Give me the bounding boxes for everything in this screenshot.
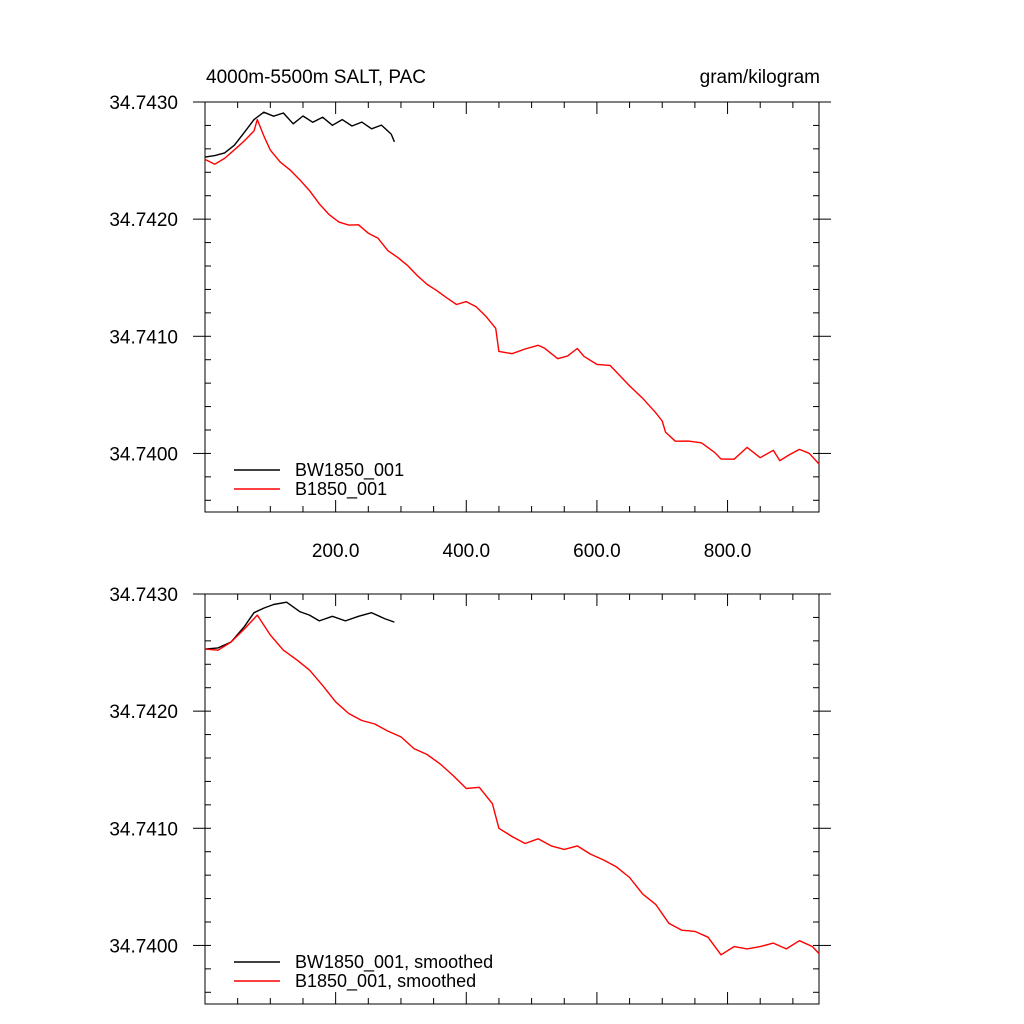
y-tick-label: 34.7400 bbox=[109, 936, 178, 957]
x-tick-label: 400.0 bbox=[443, 541, 491, 562]
legend-label: BW1850_001, smoothed bbox=[295, 952, 493, 973]
panel-bottom: 34.7400 34.7410 34.7420 34.7430 BW1850_001,… bbox=[109, 585, 831, 1004]
panel-top: 4000m-5500m SALT, PAC gram/kilogram 200.… bbox=[109, 67, 831, 562]
plot-frame bbox=[205, 594, 819, 1004]
x-tick-label: 800.0 bbox=[704, 541, 752, 562]
y-tick-label: 34.7400 bbox=[109, 444, 178, 465]
legend-label: B1850_001 bbox=[295, 479, 387, 500]
y-tick-label: 34.7420 bbox=[109, 210, 178, 231]
plot-frame bbox=[205, 102, 819, 512]
x-tick-label: 600.0 bbox=[573, 541, 621, 562]
figure: 4000m-5500m SALT, PAC gram/kilogram 200.… bbox=[0, 0, 1024, 1024]
legend-label: B1850_001, smoothed bbox=[295, 971, 476, 992]
series-line-b1850-001-smoothed bbox=[205, 615, 819, 955]
x-tick-label: 200.0 bbox=[312, 541, 360, 562]
y-tick-label: 34.7430 bbox=[109, 93, 178, 114]
units-label: gram/kilogram bbox=[700, 67, 820, 88]
y-tick-label: 34.7430 bbox=[109, 585, 178, 606]
legend-label: BW1850_001 bbox=[295, 460, 404, 481]
y-tick-label: 34.7410 bbox=[109, 327, 178, 348]
series-line-b1850-001 bbox=[205, 120, 819, 464]
series-line-bw1850-001-smoothed bbox=[205, 602, 394, 649]
y-tick-label: 34.7410 bbox=[109, 819, 178, 840]
chart-title: 4000m-5500m SALT, PAC bbox=[206, 67, 426, 88]
y-tick-label: 34.7420 bbox=[109, 702, 178, 723]
